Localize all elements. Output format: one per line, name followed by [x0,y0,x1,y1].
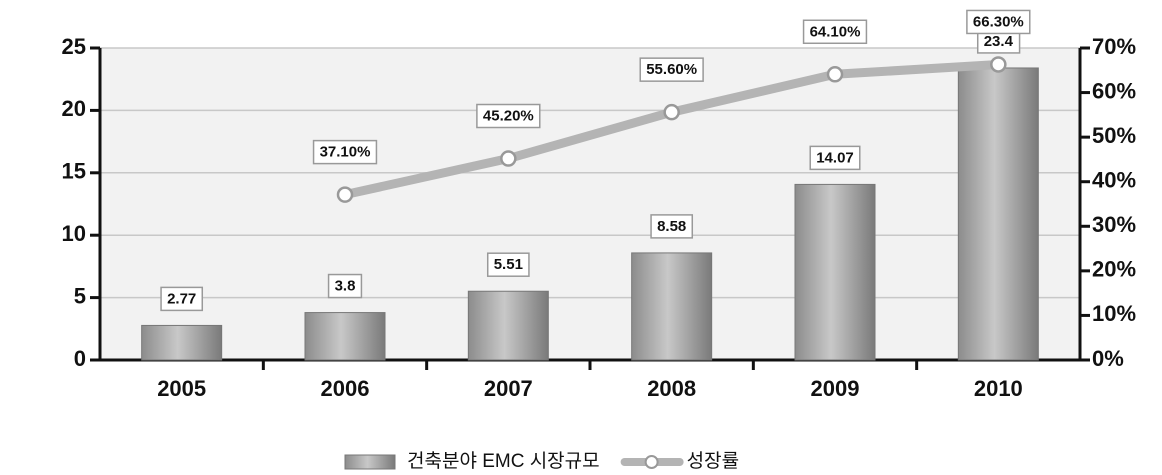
line-label-box [476,103,541,129]
line-point [826,66,844,83]
bar-label-box [160,286,204,312]
bar [957,67,1039,361]
x-tick-label: 2010 [974,376,1023,401]
bar-label-box [809,145,861,171]
y-tick-label: 10 [62,221,86,246]
y-tick-label: 15 [62,159,86,184]
bar [304,312,386,361]
plot-background [100,48,1080,360]
line-label: 45.20% [483,108,534,125]
y2-tick-label: 10% [1092,301,1136,326]
line-point [500,150,517,167]
y2-tick-label: 30% [1092,212,1136,237]
legend-swatch-point [644,455,659,469]
line-point [663,103,680,121]
bar-label: 14.07 [816,149,854,166]
y2-tick-label: 40% [1092,168,1136,193]
line-label: 64.10% [810,23,861,40]
y-tick-label: 25 [62,34,86,59]
y2-tick-label: 20% [1092,257,1136,282]
bar-label-box [327,273,363,299]
line-label-box [966,9,1031,35]
line-label-box [639,57,704,82]
y2-tick-label: 0% [1092,346,1124,371]
bar-label: 23.4 [984,33,1014,50]
line-label-box [312,139,378,165]
line-label: 37.10% [320,144,371,161]
x-tick-label: 2008 [647,376,696,401]
y-tick-label: 0 [74,346,86,371]
y-tick-label: 20 [62,96,86,121]
line-point [336,186,354,203]
x-tick-label: 2007 [484,376,533,401]
line-point [990,56,1007,73]
bar [467,290,549,361]
line-label: 66.30% [973,13,1024,30]
bar [631,252,713,361]
bar-label: 2.77 [167,290,196,307]
legend-label: 건축분야 EMC 시장규모 [407,450,600,472]
y2-tick-label: 50% [1092,123,1136,148]
line-label-box [802,19,868,45]
bar [794,183,876,361]
bar-label: 3.8 [335,278,356,295]
y-tick-label: 5 [74,283,86,308]
x-tick-label: 2006 [321,376,370,401]
bar-label-box [486,252,530,277]
bar-label: 8.58 [657,218,686,235]
legend-swatch [344,454,396,470]
bar-label: 5.51 [494,256,523,273]
legend-label: 성장률 [687,450,739,472]
x-tick-label: 2005 [157,376,206,401]
y2-tick-label: 70% [1092,34,1136,59]
bar-label-box [650,214,694,239]
bar [141,324,223,361]
y2-tick-label: 60% [1092,78,1136,103]
x-tick-label: 2009 [811,376,860,401]
line-label: 55.60% [646,61,697,78]
